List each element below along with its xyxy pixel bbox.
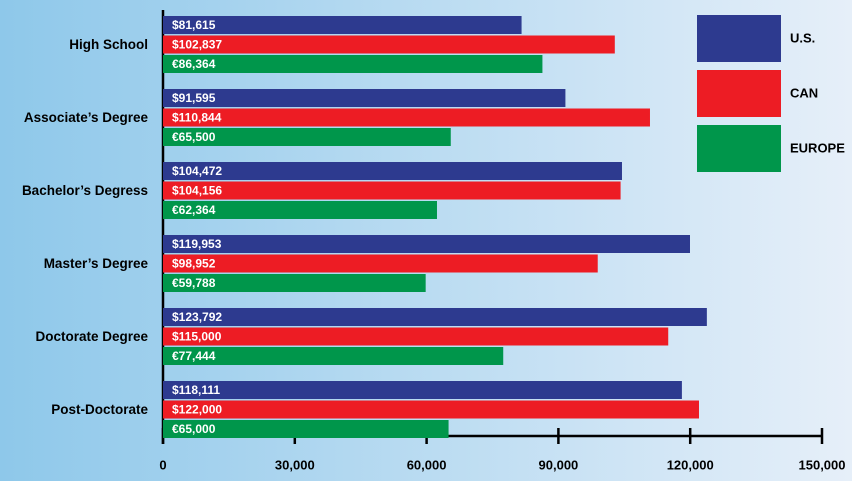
legend-swatch [697,70,781,117]
category-label: Post-Doctorate [51,402,148,417]
bar [163,128,451,146]
value-label: $115,000 [172,330,222,344]
bar [163,16,522,34]
category-label: Associate’s Degree [24,110,149,125]
bar [163,108,650,127]
bar [163,254,598,273]
bar [163,235,690,253]
legend-label: U.S. [790,30,815,45]
value-label: €77,444 [172,349,216,363]
legend-swatch [697,15,781,62]
value-label: €59,788 [172,276,216,290]
value-label: €65,000 [172,422,216,436]
x-tick-label: 0 [159,457,166,472]
category-label: Master’s Degree [44,256,149,271]
value-label: $104,472 [172,164,222,178]
value-label: $123,792 [172,310,222,324]
value-label: $81,615 [172,18,216,32]
bar [163,55,543,73]
category-label: Bachelor’s Degress [22,183,148,198]
x-tick-label: 60,000 [407,457,447,472]
bar [163,201,437,219]
bar [163,35,615,54]
value-label: $102,837 [172,38,222,52]
category-label: High School [69,37,148,52]
value-label: €65,500 [172,130,216,144]
value-label: $122,000 [172,403,222,417]
bar [163,274,426,292]
x-tick-label: 90,000 [539,457,579,472]
bar [163,162,622,180]
bar [163,400,699,419]
bar [163,327,669,346]
category-label: Doctorate Degree [35,329,148,344]
bar [163,347,504,365]
x-tick-label: 150,000 [799,457,846,472]
bar [163,308,707,326]
bar [163,89,566,107]
value-label: $119,953 [172,237,222,251]
bar [163,420,449,438]
value-label: $98,952 [172,257,216,271]
value-label: €86,364 [172,57,216,71]
bar [163,181,621,200]
value-label: $104,156 [172,184,222,198]
bar [163,381,682,399]
legend-swatch [697,125,781,172]
legend-label: EUROPE [790,140,845,155]
legend-label: CAN [790,85,818,100]
value-label: €62,364 [172,203,216,217]
value-label: $91,595 [172,91,216,105]
x-tick-label: 120,000 [667,457,714,472]
value-label: $110,844 [172,111,222,125]
x-tick-label: 30,000 [275,457,315,472]
value-label: $118,111 [172,383,220,397]
